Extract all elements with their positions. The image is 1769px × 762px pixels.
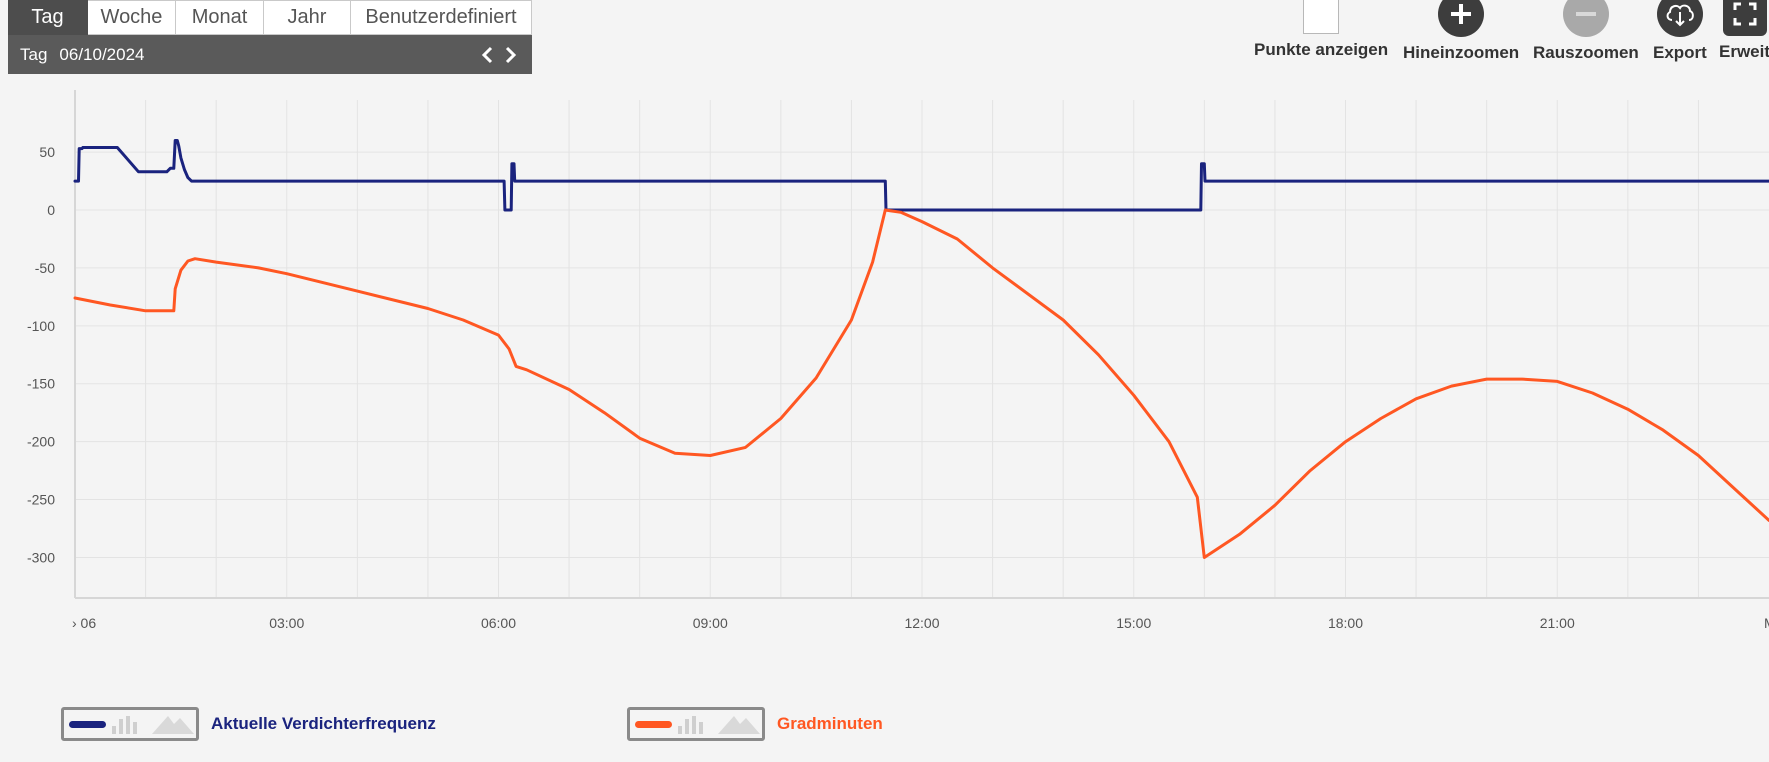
y-tick-label: -200 bbox=[27, 434, 55, 450]
x-tick-label: 21:00 bbox=[1540, 615, 1575, 631]
legend-label-compressor: Aktuelle Verdichterfrequenz bbox=[211, 714, 436, 733]
show-points-control[interactable]: Punkte anzeigen bbox=[1254, 0, 1388, 60]
x-tick-label: 12:00 bbox=[904, 615, 939, 631]
zoom-out-button[interactable]: Rauszoomen bbox=[1533, 0, 1639, 63]
export-button[interactable]: Export bbox=[1653, 0, 1707, 63]
legend-item-compressor[interactable]: Aktuelle Verdichterfrequenz bbox=[61, 707, 436, 741]
x-tick-label: 03:00 bbox=[269, 615, 304, 631]
y-tick-label: 50 bbox=[39, 144, 55, 160]
chart-toolbar: Punkte anzeigen Hineinzoomen Rauszoomen … bbox=[1250, 0, 1769, 70]
expand-label: Erweit bbox=[1719, 42, 1769, 61]
series-line-degree-minutes bbox=[73, 208, 1769, 559]
tab-year[interactable]: Jahr bbox=[264, 0, 351, 35]
expand-button[interactable]: Erweit bbox=[1719, 0, 1769, 62]
zoom-in-button[interactable]: Hineinzoomen bbox=[1403, 0, 1519, 63]
current-date: 06/10/2024 bbox=[59, 44, 145, 64]
minus-icon bbox=[1562, 0, 1609, 37]
show-points-checkbox[interactable] bbox=[1303, 0, 1340, 34]
legend-swatch-compressor bbox=[61, 707, 199, 741]
date-bar-label: Tag bbox=[20, 44, 48, 64]
x-tick-label-start: › 06 bbox=[72, 615, 96, 631]
x-tick-label: 06:00 bbox=[481, 615, 516, 631]
y-tick-label: -50 bbox=[35, 260, 55, 276]
period-tabs: Tag Woche Monat Jahr Benutzerdefiniert bbox=[8, 0, 532, 35]
y-tick-label: 0 bbox=[47, 202, 55, 218]
chevron-left-icon[interactable] bbox=[480, 44, 496, 66]
cloud-download-icon bbox=[1656, 0, 1703, 37]
fullscreen-icon bbox=[1722, 0, 1767, 36]
x-tick-label: 18:00 bbox=[1328, 615, 1363, 631]
tab-week[interactable]: Woche bbox=[88, 0, 176, 35]
chevron-right-icon[interactable] bbox=[502, 44, 518, 66]
zoom-in-label: Hineinzoomen bbox=[1403, 43, 1520, 62]
x-tick-label: 09:00 bbox=[693, 615, 728, 631]
legend-item-degree-minutes[interactable]: Gradminuten bbox=[627, 707, 883, 741]
y-tick-label: -100 bbox=[27, 318, 55, 334]
y-tick-label: -150 bbox=[27, 376, 55, 392]
legend-swatch-degree-minutes bbox=[627, 707, 765, 741]
export-label: Export bbox=[1653, 43, 1707, 62]
tab-day[interactable]: Tag bbox=[8, 0, 88, 35]
plus-icon bbox=[1438, 0, 1485, 37]
date-navigation bbox=[480, 35, 518, 74]
y-tick-label: -300 bbox=[27, 549, 55, 565]
zoom-out-label: Rauszoomen bbox=[1533, 43, 1639, 62]
date-bar: Tag 06/10/2024 bbox=[8, 35, 532, 74]
y-tick-label: -250 bbox=[27, 492, 55, 508]
legend-label-degree-minutes: Gradminuten bbox=[777, 714, 883, 733]
x-tick-label: 15:00 bbox=[1116, 615, 1151, 631]
series-line-compressor bbox=[73, 139, 1769, 212]
x-tick-label-end: M bbox=[1764, 615, 1769, 631]
tab-custom[interactable]: Benutzerdefiniert bbox=[351, 0, 532, 35]
line-chart[interactable]: 50 0 -50 -100 -150 -200 -250 -300 03:00 06:00 09:0… bbox=[0, 90, 1769, 650]
show-points-label: Punkte anzeigen bbox=[1254, 40, 1389, 59]
tab-month[interactable]: Monat bbox=[176, 0, 264, 35]
